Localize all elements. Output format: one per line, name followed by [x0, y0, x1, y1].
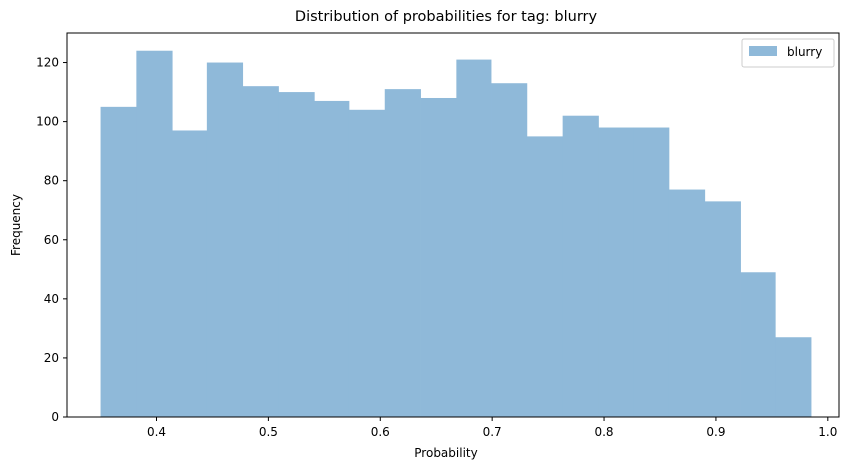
- x-tick-label: 0.7: [483, 425, 502, 439]
- histogram-bar: [704, 201, 741, 417]
- histogram-bar: [598, 127, 634, 418]
- y-tick-label: 120: [36, 56, 59, 70]
- histogram-bar: [348, 109, 386, 418]
- y-tick-label: 80: [44, 174, 59, 188]
- histogram-bar: [420, 97, 457, 417]
- histogram-bar: [668, 189, 706, 417]
- y-tick-label: 40: [44, 292, 59, 306]
- y-axis-label: Frequency: [9, 194, 23, 256]
- plot-frame: [66, 32, 840, 418]
- chart-title: Distribution of probabilities for tag: b…: [295, 9, 598, 25]
- axes-layer: [66, 32, 840, 418]
- x-tick-label: 0.8: [594, 425, 613, 439]
- histogram-bar: [633, 127, 670, 418]
- histogram-bar: [242, 86, 279, 418]
- y-tick-label: 20: [44, 351, 59, 365]
- histogram-bar: [136, 50, 173, 417]
- histogram-bar: [384, 89, 421, 417]
- legend-swatch: [749, 46, 777, 56]
- histogram-bar: [740, 272, 776, 417]
- y-tick-label: 60: [44, 233, 59, 247]
- histogram-bar: [491, 83, 528, 417]
- x-axis-label: Probability: [414, 446, 477, 460]
- histogram-bar: [562, 115, 599, 417]
- histogram-bar: [172, 130, 208, 417]
- histogram-bar: [278, 92, 315, 418]
- histogram-bar: [206, 62, 244, 418]
- y-tick-label: 100: [36, 115, 59, 129]
- ticks-layer: 0.4 0.5 0.6 0.7 0.8 0.9 1.0 0 20 40 60 80 100 120: [36, 56, 837, 439]
- x-tick-label: 0.6: [371, 425, 390, 439]
- histogram-bar: [775, 337, 812, 417]
- legend: blurry: [741, 38, 835, 68]
- legend-label: blurry: [787, 45, 822, 59]
- x-tick-label: 0.5: [259, 425, 278, 439]
- histogram-bar: [314, 100, 350, 417]
- histogram-bar: [100, 106, 137, 417]
- bars-layer: [100, 50, 812, 418]
- histogram-bar: [526, 136, 564, 417]
- histogram-bar: [456, 59, 492, 417]
- x-tick-label: 1.0: [818, 425, 837, 439]
- x-tick-label: 0.9: [706, 425, 725, 439]
- x-tick-label: 0.4: [147, 425, 166, 439]
- y-tick-label: 0: [51, 410, 59, 424]
